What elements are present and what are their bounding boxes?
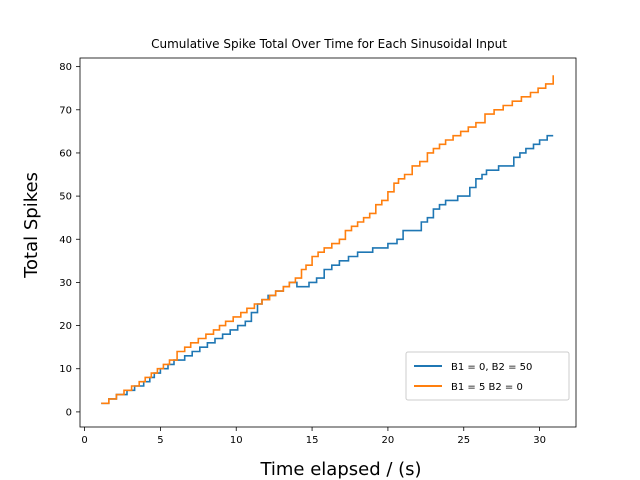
x-tick-label: 20 (382, 435, 395, 446)
legend-box (405, 351, 570, 401)
y-axis-label: Total Spikes (21, 172, 42, 279)
series-line-2 (101, 75, 554, 405)
y-tick-label: 40 (59, 235, 72, 246)
chart-title: Cumulative Spike Total Over Time for Eac… (151, 37, 507, 51)
y-tick-label: 70 (59, 105, 72, 116)
x-tick-label: 15 (306, 435, 319, 446)
x-tick-label: 25 (457, 435, 470, 446)
series-line-1 (101, 134, 554, 405)
x-axis: 0 5 10 15 20 25 30 (81, 427, 546, 446)
x-tick-label: 5 (157, 435, 163, 446)
y-tick-label: 20 (59, 321, 72, 332)
y-tick-label: 60 (59, 148, 72, 159)
legend: B1 = 0, B2 = 50 B1 = 5 B2 = 0 (405, 351, 570, 401)
x-tick-label: 0 (81, 435, 87, 446)
y-tick-label: 0 (66, 407, 72, 418)
y-tick-label: 50 (59, 192, 72, 203)
x-tick-label: 10 (230, 435, 243, 446)
y-tick-label: 10 (59, 364, 72, 375)
y-axis: 0 10 20 30 40 50 60 70 80 (59, 62, 80, 418)
legend-label-series-2: B1 = 5 B2 = 0 (451, 382, 523, 393)
x-axis-label: Time elapsed / (s) (259, 459, 421, 480)
x-tick-label: 30 (533, 435, 546, 446)
y-tick-label: 80 (59, 62, 72, 73)
legend-label-series-1: B1 = 0, B2 = 50 (451, 362, 532, 373)
y-tick-label: 30 (59, 278, 72, 289)
series-lines (101, 75, 554, 405)
